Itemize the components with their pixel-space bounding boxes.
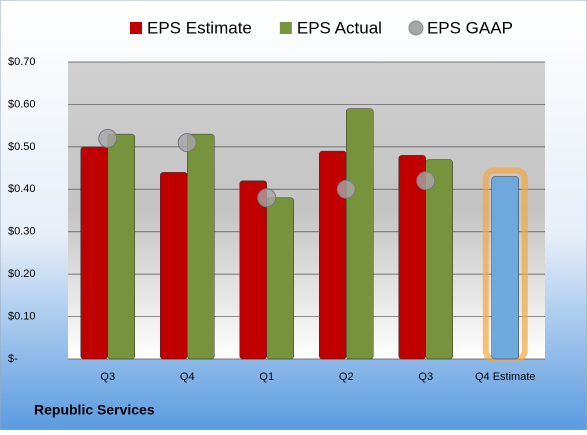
y-tick-label: $0.70 [8, 56, 36, 68]
plot-area [68, 62, 545, 359]
marker [257, 188, 277, 208]
bar [107, 133, 135, 360]
bar [187, 133, 215, 360]
legend-label: EPS GAAP [427, 18, 513, 37]
y-tick-label: $0.10 [8, 310, 36, 322]
y-tick-label: $0.20 [8, 268, 36, 280]
marker [177, 133, 197, 153]
y-tick-label: $- [8, 353, 18, 365]
bar [266, 197, 294, 360]
x-tick-label: Q4 Estimate [475, 371, 536, 383]
y-tick-label: $0.30 [8, 226, 36, 238]
marker [98, 128, 118, 148]
x-tick-label: Q2 [339, 371, 354, 383]
x-tick-label: Q3 [100, 371, 115, 383]
legend-label: EPS Estimate [147, 18, 252, 37]
bar [239, 180, 267, 360]
bar [346, 108, 374, 360]
y-tick-label: $0.50 [8, 141, 36, 153]
y-tick-label: $0.40 [8, 183, 36, 195]
marker [416, 171, 436, 191]
x-tick-label: Q1 [259, 371, 274, 383]
bar [160, 172, 188, 360]
legend-swatch [279, 22, 292, 34]
marker [336, 179, 356, 199]
legend-swatch [130, 22, 142, 34]
bar [80, 146, 108, 360]
x-tick-label: Q4 [180, 371, 195, 383]
legend-label: EPS Actual [297, 18, 382, 37]
bar [425, 159, 453, 360]
x-tick-label: Q3 [418, 371, 433, 383]
footer: Republic Services [34, 402, 155, 418]
legend-swatch [408, 20, 424, 36]
y-tick-label: $0.60 [8, 98, 36, 110]
bar [491, 176, 519, 360]
